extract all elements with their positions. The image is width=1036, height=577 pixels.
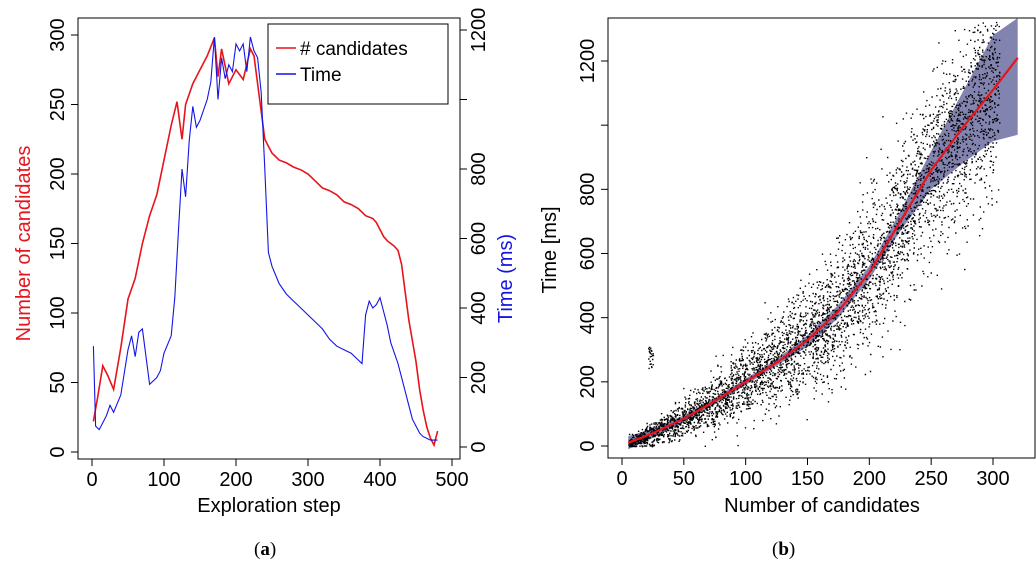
chart-b: 0 50 100 150 200 250 300 0 200 400 600 800 1200 Num… — [539, 17, 1036, 517]
chart-b-y-ticks: 0 200 400 600 800 1200 — [577, 39, 608, 452]
chart-a-y-tick-label: 100 — [47, 296, 69, 329]
chart-a-y-tick-label: 0 — [47, 446, 69, 457]
legend-box — [267, 23, 449, 105]
chart-b-x-tick-label: 0 — [616, 468, 627, 490]
panel-label-a-letter: a — [260, 539, 270, 560]
chart-b-x-ticks: 0 50 100 150 200 250 300 — [616, 458, 1010, 490]
chart-a-x-label: Exploration step — [197, 495, 340, 517]
chart-b-fit-line — [627, 57, 1019, 444]
chart-a-y-tick-label: 200 — [47, 157, 69, 190]
chart-a-y2-tick-label: 800 — [468, 152, 490, 185]
panel-label-a: (a) — [254, 539, 277, 560]
chart-b-x-tick-label: 150 — [791, 468, 824, 490]
chart-b-y-tick-label: 600 — [577, 237, 599, 270]
chart-a-y-ticks: 0 50 100 150 200 250 300 — [47, 18, 78, 458]
chart-a-series — [92, 36, 439, 448]
chart-b-x-label: Number of candidates — [724, 495, 920, 517]
chart-b-y-tick-label: 200 — [577, 365, 599, 398]
chart-a-y2-tick-label: 0 — [468, 441, 490, 452]
chart-b-x-tick-label: 50 — [673, 468, 695, 490]
chart-a-y-tick-label: 50 — [47, 371, 69, 393]
chart-b-y-tick-label: 0 — [577, 440, 599, 451]
chart-a-x-tick-label: 400 — [363, 469, 396, 491]
chart-a-x-tick-label: 500 — [435, 469, 468, 491]
chart-a-y-tick-label: 250 — [47, 88, 69, 121]
panel-label-b: (b) — [772, 539, 796, 560]
chart-a-y2-label: Time (ms) — [495, 234, 517, 323]
chart-a-y-label: Number of candidates — [13, 146, 35, 342]
chart-b-y-label: Time [ms] — [539, 206, 561, 293]
legend-label: Time — [300, 65, 342, 86]
chart-b-x-tick-label: 250 — [914, 468, 947, 490]
chart-b-y-tick-label: 800 — [577, 173, 599, 206]
chart-a-y-tick-label: 300 — [47, 18, 69, 51]
scatter-points — [628, 21, 1001, 448]
fit-line — [627, 57, 1019, 444]
chart-a-legend: # candidates Time — [267, 23, 449, 105]
candidates-line — [92, 37, 439, 448]
chart-b-y-tick-label: 1200 — [577, 39, 599, 84]
chart-a-x-tick-label: 200 — [219, 469, 252, 491]
chart-a-x-tick-label: 100 — [147, 469, 180, 491]
time-line — [92, 36, 438, 441]
chart-a-y-tick-label: 150 — [47, 227, 69, 260]
chart-a-y2-tick-label: 200 — [468, 361, 490, 394]
chart-b-points — [628, 21, 1001, 448]
chart-a: 0 100 200 300 400 500 0 50 100 150 200 250 300 0 200… — [13, 8, 517, 517]
chart-b-y-tick-label: 400 — [577, 301, 599, 334]
chart-b-x-tick-label: 200 — [853, 468, 886, 490]
chart-b-x-tick-label: 300 — [976, 468, 1009, 490]
chart-b-x-tick-label: 100 — [729, 468, 762, 490]
legend-label: # candidates — [300, 39, 408, 60]
chart-b-confidence-band — [628, 18, 1018, 450]
confidence-band — [628, 18, 1018, 450]
chart-b-plot-box — [607, 17, 1036, 459]
panel-label-b-letter: b — [778, 539, 789, 560]
chart-a-y2-tick-label: 600 — [468, 222, 490, 255]
chart-a-y2-ticks: 0 200 400 600 800 1200 — [460, 8, 490, 453]
chart-a-x-tick-label: 300 — [291, 469, 324, 491]
chart-a-y2-tick-label: 400 — [468, 291, 490, 324]
chart-a-y2-tick-label: 1200 — [468, 8, 490, 53]
chart-a-x-tick-label: 0 — [86, 469, 97, 491]
chart-a-x-ticks: 0 100 200 300 400 500 — [86, 459, 469, 491]
